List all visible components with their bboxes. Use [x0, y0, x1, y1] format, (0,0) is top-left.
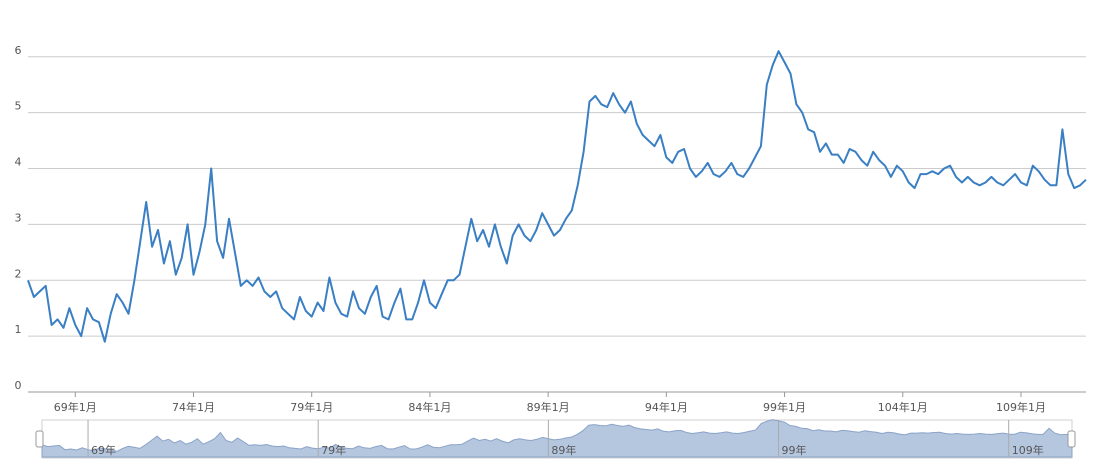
x-tick-label: 89年1月: [527, 400, 570, 414]
x-tick-label: 84年1月: [408, 400, 451, 414]
zoom-label: 69年: [91, 443, 116, 457]
line: [27, 50, 1087, 343]
zoom-label: 89年: [551, 443, 576, 457]
y-tick-label: 5: [15, 100, 22, 113]
zoom-label: 99年: [782, 443, 807, 457]
zoom-area: [41, 419, 1073, 458]
y-tick-label: 0: [15, 379, 22, 392]
y-tick-label: 3: [15, 211, 22, 224]
x-tick-label: 109年1月: [996, 400, 1046, 414]
y-tick-label: 2: [15, 267, 22, 280]
zoom-handle[interactable]: [35, 430, 44, 448]
x-tick-label: 94年1月: [645, 400, 688, 414]
x-tick-label: 79年1月: [290, 400, 333, 414]
y-tick-label: 6: [15, 44, 22, 57]
y-tick-label: 1: [15, 323, 22, 336]
x-tick-label: 99年1月: [763, 400, 806, 414]
x-tick-label: 74年1月: [172, 400, 215, 414]
zoom-label: 109年: [1012, 443, 1044, 457]
y-tick-label: 4: [15, 156, 22, 169]
zoom-label: 79年: [321, 443, 346, 457]
x-tick-label: 104年1月: [878, 400, 928, 414]
x-tick-label: 69年1月: [54, 400, 97, 414]
zoom-handle[interactable]: [1067, 430, 1076, 448]
